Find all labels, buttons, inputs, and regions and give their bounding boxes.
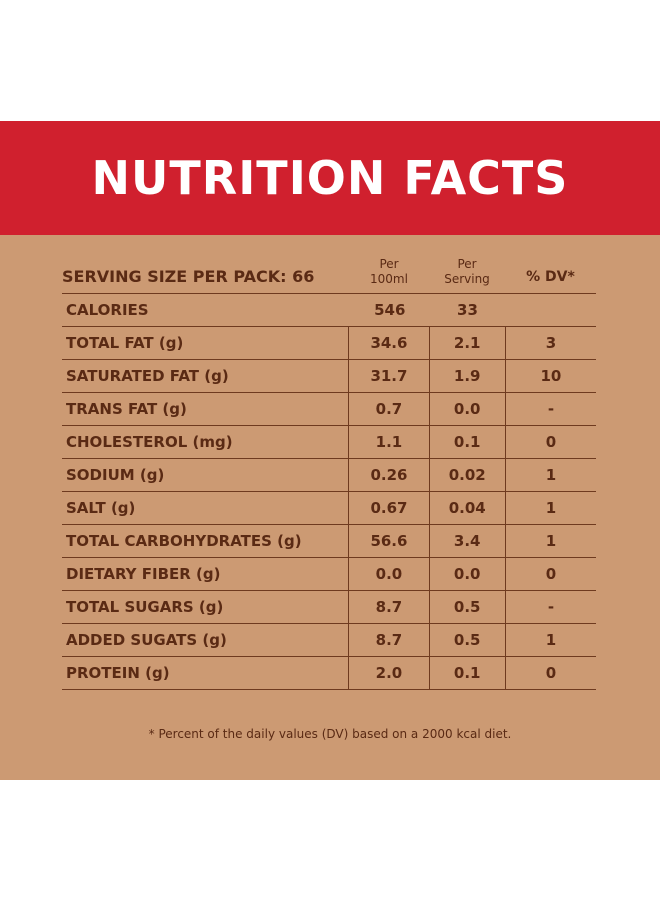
dv-value: 0 <box>504 558 596 590</box>
per-100ml-value: 0.0 <box>348 558 428 590</box>
nutrient-name: ADDED SUGATS (g) <box>66 631 227 649</box>
dv-value: 1 <box>504 459 596 491</box>
table-row: SODIUM (g) 0.26 0.02 1 <box>62 459 596 492</box>
per-serving-value: 0.1 <box>428 657 505 689</box>
dv-value: 1 <box>504 624 596 656</box>
per-serving-header-line2: Serving <box>444 272 490 286</box>
nutrient-name: TRANS FAT (g) <box>66 400 187 418</box>
per-100ml-value: 1.1 <box>348 426 428 458</box>
nutrient-name: DIETARY FIBER (g) <box>66 565 221 583</box>
per-100ml-value: 8.7 <box>348 591 428 623</box>
per-100ml-value: 0.7 <box>348 393 428 425</box>
per-serving-value: 3.4 <box>428 525 505 557</box>
nutrient-name: SALT (g) <box>66 499 136 517</box>
per-serving-value: 0.0 <box>428 393 505 425</box>
per-serving-value: 2.1 <box>428 327 505 359</box>
table-row: TOTAL CARBOHYDRATES (g) 56.6 3.4 1 <box>62 525 596 558</box>
table-row: TOTAL FAT (g) 34.6 2.1 3 <box>62 327 596 360</box>
per-100ml-value: 0.26 <box>348 459 428 491</box>
nutrient-name: TOTAL SUGARS (g) <box>66 598 224 616</box>
dv-value: 1 <box>504 492 596 524</box>
table-header: SERVING SIZE PER PACK: 66 Per 100ml Per … <box>62 255 596 294</box>
per-serving-value: 0.5 <box>428 624 505 656</box>
nutrient-name: CHOLESTEROL (mg) <box>66 433 233 451</box>
per-serving-value: 0.04 <box>428 492 505 524</box>
per-serving-value: 0.5 <box>428 591 505 623</box>
table-row: ADDED SUGATS (g) 8.7 0.5 1 <box>62 624 596 657</box>
page-title: NUTRITION FACTS <box>91 151 569 205</box>
dv-value: 0 <box>504 426 596 458</box>
nutrition-panel: SERVING SIZE PER PACK: 66 Per 100ml Per … <box>0 235 660 780</box>
table-row: CHOLESTEROL (mg) 1.1 0.1 0 <box>62 426 596 459</box>
nutrient-name: SATURATED FAT (g) <box>66 367 229 385</box>
dv-value: 0 <box>504 657 596 689</box>
table-row: SATURATED FAT (g) 31.7 1.9 10 <box>62 360 596 393</box>
table-row: TRANS FAT (g) 0.7 0.0- <box>62 393 596 426</box>
table-row: TOTAL SUGARS (g) 8.7 0.5- <box>62 591 596 624</box>
per-serving-value: 33 <box>457 301 478 319</box>
dv-value <box>505 294 596 326</box>
per-100ml-value: 0.67 <box>348 492 428 524</box>
per-100ml-value: 2.0 <box>348 657 428 689</box>
nutrient-name: TOTAL CARBOHYDRATES (g) <box>66 532 302 550</box>
title-banner: NUTRITION FACTS <box>0 121 660 235</box>
per-serving-header-line1: Per <box>457 257 477 271</box>
nutrient-name: TOTAL FAT (g) <box>66 334 184 352</box>
per-100ml-value: 546 <box>374 301 406 319</box>
dv-value: 1 <box>504 525 596 557</box>
dv-value: - <box>504 591 596 623</box>
table-row: PROTEIN (g) 2.0 0.1 0 <box>62 657 596 690</box>
footnote: * Percent of the daily values (DV) based… <box>148 727 512 741</box>
per-serving-value: 1.9 <box>428 360 505 392</box>
table-row: SALT (g) 0.67 0.04 1 <box>62 492 596 525</box>
nutrient-rows: CALORIES 546 33 TOTAL FAT (g) 34.6 2.1 3 SATURA… <box>62 294 596 690</box>
nutrient-name: PROTEIN (g) <box>66 664 170 682</box>
dv-header: % DV* <box>526 269 575 285</box>
serving-size-label: SERVING SIZE PER PACK: 66 <box>62 267 315 286</box>
per-100ml-value: 31.7 <box>348 360 428 392</box>
per-100ml-header-line1: Per <box>379 257 399 271</box>
table-row: DIETARY FIBER (g) 0.0 0.0 0 <box>62 558 596 591</box>
per-serving-header: Per Serving <box>429 257 505 287</box>
per-100ml-header: Per 100ml <box>349 257 429 287</box>
per-100ml-value: 56.6 <box>348 525 428 557</box>
per-serving-value: 0.02 <box>428 459 505 491</box>
per-serving-value: 0.0 <box>428 558 505 590</box>
dv-value: 3 <box>504 327 596 359</box>
nutrient-name: CALORIES <box>66 301 149 319</box>
dv-value: 10 <box>504 360 596 392</box>
per-100ml-value: 8.7 <box>348 624 428 656</box>
per-serving-value: 0.1 <box>428 426 505 458</box>
nutrient-name: SODIUM (g) <box>66 466 165 484</box>
table-row: CALORIES 546 33 <box>62 294 596 327</box>
dv-value: - <box>504 393 596 425</box>
nutrition-table: SERVING SIZE PER PACK: 66 Per 100ml Per … <box>62 255 596 690</box>
per-100ml-header-line2: 100ml <box>370 272 408 286</box>
per-100ml-value: 34.6 <box>348 327 428 359</box>
